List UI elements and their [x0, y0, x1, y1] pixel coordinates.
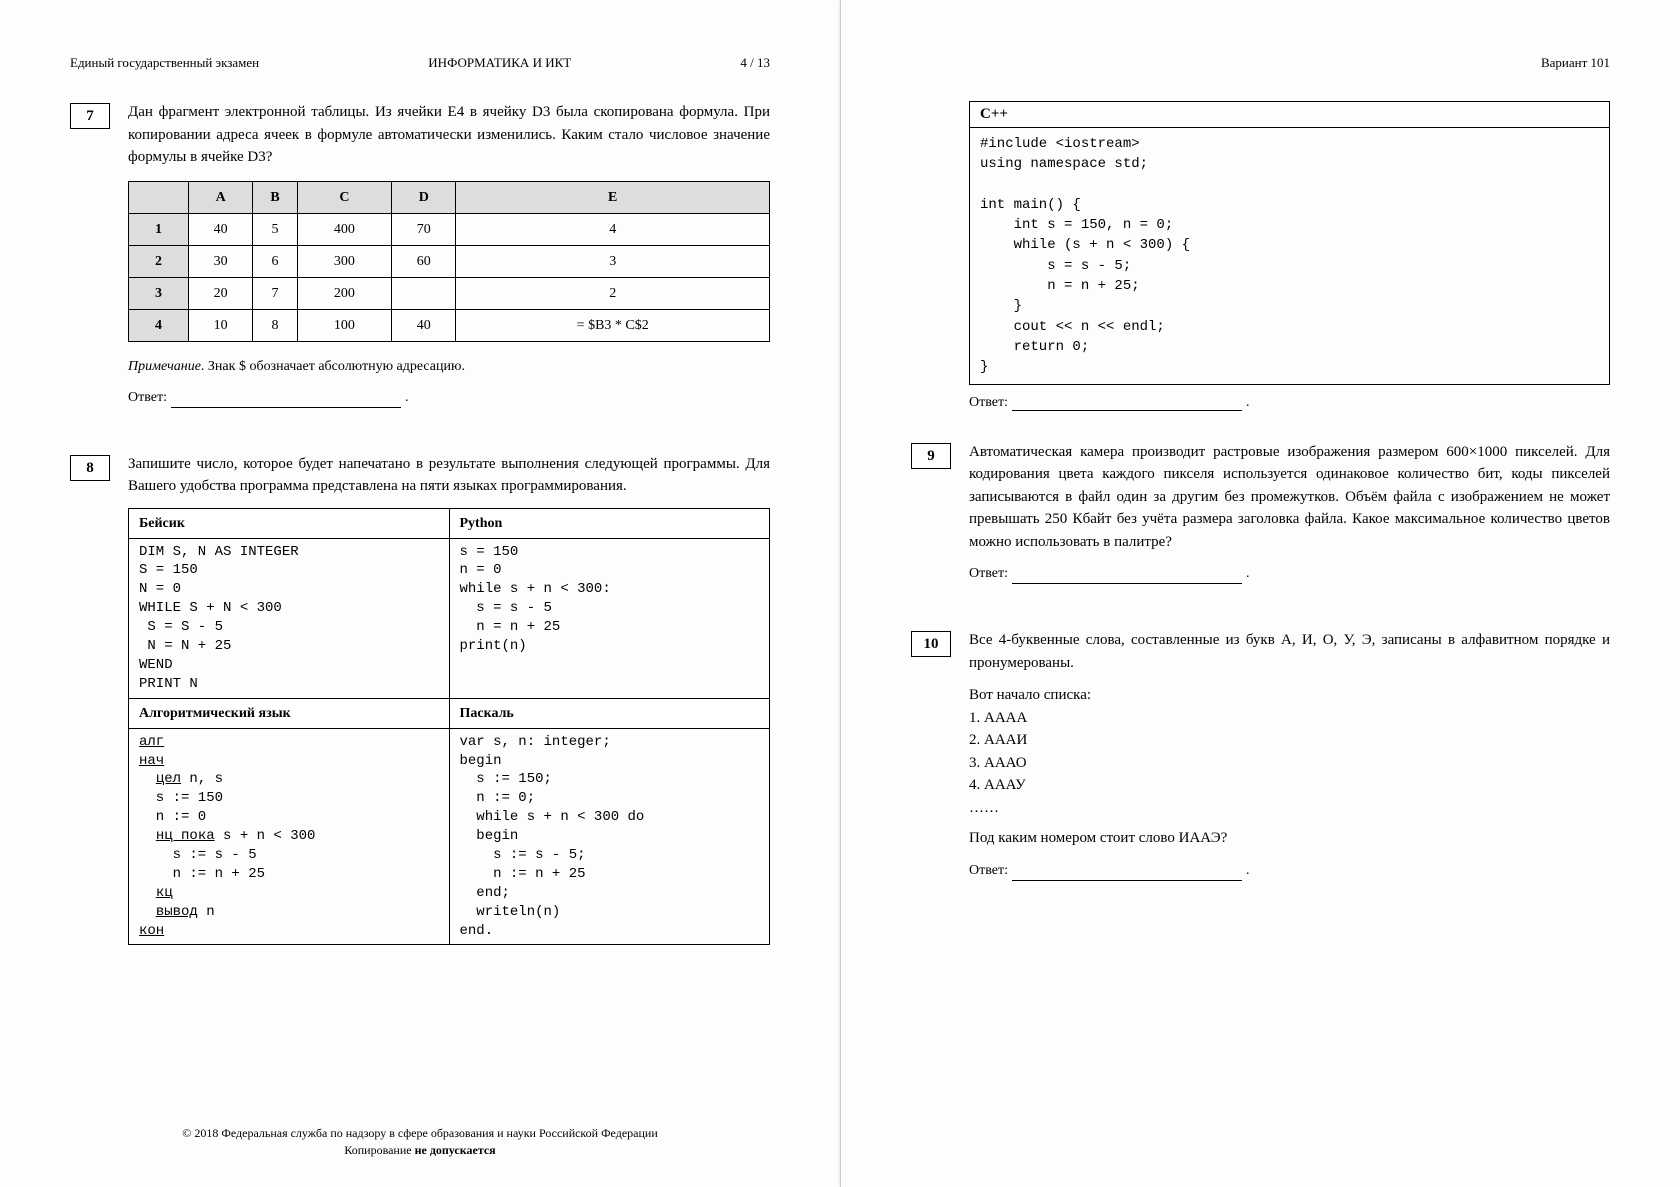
cell: 7	[253, 277, 297, 309]
col-header: A	[189, 181, 253, 213]
task-body: Дан фрагмент электронной таблицы. Из яче…	[128, 101, 770, 433]
answer-line: Ответ: .	[128, 387, 770, 408]
answer-line: Ответ: .	[969, 563, 1610, 584]
footer-line2b: не допускается	[415, 1143, 496, 1157]
spreadsheet-table: A B C D E 1 40 5 400 70 4	[128, 181, 770, 342]
code-alg: алг нач цел n, s s := 150 n := 0 нц пока…	[139, 733, 439, 941]
answer-blank[interactable]	[1012, 395, 1242, 411]
list-item: 1. АААА	[969, 707, 1610, 730]
lang-header: C++	[970, 102, 1609, 128]
task-10: 10 Все 4-буквенные слова, составленные и…	[911, 629, 1610, 906]
answer-label: Ответ:	[969, 395, 1008, 411]
cpp-box: C++ #include <iostream> using namespace …	[969, 101, 1610, 385]
answer-blank[interactable]	[171, 392, 401, 408]
task-body: Запишите число, которое будет напечатано…	[128, 453, 770, 946]
task-text: Автоматическая камера производит растров…	[969, 441, 1610, 554]
page-left: Единый государственный экзамен ИНФОРМАТИ…	[0, 0, 840, 1187]
col-header: B	[253, 181, 297, 213]
note-text: . Знак $ обозначает абсолютную адресацию…	[201, 359, 465, 374]
code-pascal: var s, n: integer; begin s := 150; n := …	[460, 733, 760, 941]
answer-blank[interactable]	[1012, 568, 1242, 584]
page-right: Вариант 101 C++ #include <iostream> usin…	[840, 0, 1680, 1187]
page-header-variant: Вариант 101	[911, 55, 1610, 71]
cell: 10	[189, 309, 253, 341]
answer-line: Ответ: .	[969, 395, 1610, 411]
lang-header: Бейсик	[129, 508, 450, 538]
answer-line: Ответ: .	[969, 860, 1610, 881]
header-center: ИНФОРМАТИКА И ИКТ	[428, 55, 571, 71]
answer-label: Ответ:	[969, 860, 1008, 881]
cell	[392, 277, 456, 309]
task-question: Под каким номером стоит слово ИААЭ?	[969, 827, 1610, 850]
task-8: 8 Запишите число, которое будет напечата…	[70, 453, 770, 946]
note-label: Примечание	[128, 359, 201, 374]
footer-line2a: Копирование	[344, 1143, 414, 1157]
answer-label: Ответ:	[128, 387, 167, 408]
answer-label: Ответ:	[969, 563, 1008, 584]
lang-header: Паскаль	[449, 698, 770, 728]
header-left: Единый государственный экзамен	[70, 55, 259, 71]
list-intro: Вот начало списка:	[969, 684, 1610, 707]
col-header	[129, 181, 189, 213]
cell: 2	[456, 277, 770, 309]
cell: 300	[297, 245, 391, 277]
cell: 70	[392, 213, 456, 245]
row-header: 4	[129, 309, 189, 341]
cell: 5	[253, 213, 297, 245]
task-8-continued: C++ #include <iostream> using namespace …	[969, 101, 1610, 411]
col-header: D	[392, 181, 456, 213]
row-header: 1	[129, 213, 189, 245]
code-cpp: #include <iostream> using namespace std;…	[970, 128, 1609, 384]
list-dots: ……	[969, 797, 1610, 820]
task-number: 8	[70, 455, 110, 481]
task-body: Автоматическая камера производит растров…	[969, 441, 1610, 610]
task-text: Все 4-буквенные слова, составленные из б…	[969, 629, 1610, 674]
cell: 100	[297, 309, 391, 341]
list-item: 2. АААИ	[969, 729, 1610, 752]
cell: 60	[392, 245, 456, 277]
page-spread: Единый государственный экзамен ИНФОРМАТИ…	[0, 0, 1680, 1187]
cell: = $B3 * C$2	[456, 309, 770, 341]
task-text: Дан фрагмент электронной таблицы. Из яче…	[128, 101, 770, 169]
task-number: 9	[911, 443, 951, 469]
task-9: 9 Автоматическая камера производит растр…	[911, 441, 1610, 610]
task-body: Все 4-буквенные слова, составленные из б…	[969, 629, 1610, 906]
cell: 6	[253, 245, 297, 277]
footer-line1: © 2018 Федеральная служба по надзору в с…	[0, 1125, 840, 1142]
cell: 20	[189, 277, 253, 309]
cell: 400	[297, 213, 391, 245]
task-7: 7 Дан фрагмент электронной таблицы. Из я…	[70, 101, 770, 433]
code-table: Бейсик Python DIM S, N AS INTEGER S = 15…	[128, 508, 770, 946]
cell: 40	[189, 213, 253, 245]
col-header: C	[297, 181, 391, 213]
answer-blank[interactable]	[1012, 865, 1242, 881]
task-number: 7	[70, 103, 110, 129]
row-header: 2	[129, 245, 189, 277]
row-header: 3	[129, 277, 189, 309]
page-footer: © 2018 Федеральная служба по надзору в с…	[0, 1125, 840, 1159]
list-item: 3. АААО	[969, 752, 1610, 775]
code-python: s = 150 n = 0 while s + n < 300: s = s -…	[460, 543, 760, 656]
task-text: Запишите число, которое будет напечатано…	[128, 453, 770, 498]
lang-header: Python	[449, 508, 770, 538]
cell: 4	[456, 213, 770, 245]
code-basic: DIM S, N AS INTEGER S = 150 N = 0 WHILE …	[139, 543, 439, 694]
col-header: E	[456, 181, 770, 213]
cell: 8	[253, 309, 297, 341]
cell: 3	[456, 245, 770, 277]
word-list: Вот начало списка: 1. АААА 2. АААИ 3. АА…	[969, 684, 1610, 819]
list-item: 4. АААУ	[969, 774, 1610, 797]
note: Примечание. Знак $ обозначает абсолютную…	[128, 356, 770, 377]
page-header: Единый государственный экзамен ИНФОРМАТИ…	[70, 55, 770, 71]
cell: 40	[392, 309, 456, 341]
cell: 30	[189, 245, 253, 277]
header-right: 4 / 13	[740, 55, 770, 71]
task-number: 10	[911, 631, 951, 657]
cell: 200	[297, 277, 391, 309]
lang-header: Алгоритмический язык	[129, 698, 450, 728]
